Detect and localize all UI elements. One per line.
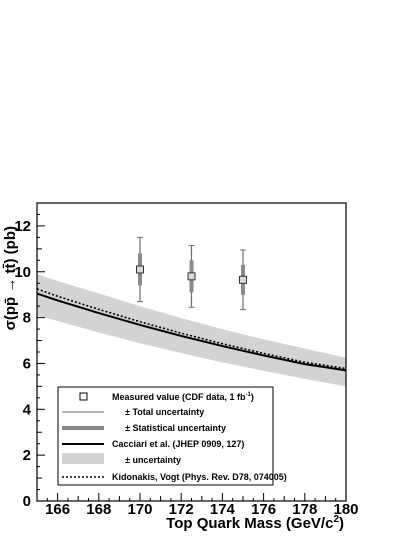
- x-tick-label: 180: [333, 501, 358, 518]
- y-axis-title: σ(pp̄ → tt̄) (pb): [2, 226, 19, 330]
- measured-point-0: [136, 265, 144, 274]
- measured-point-1: [187, 272, 196, 281]
- legend-label-kidonakis: Kidonakis, Vogt (Phys. Rev. D78, 074005): [112, 472, 287, 482]
- y-tick-label: 10: [14, 264, 31, 281]
- x-tick-label: 178: [292, 501, 317, 518]
- x-tick-label: 172: [169, 501, 194, 518]
- y-tick-label: 12: [14, 218, 31, 235]
- legend-label-total-uncertainty: ± Total uncertainty: [125, 407, 204, 417]
- legend-label-stat-uncertainty: ± Statistical uncertainty: [125, 423, 226, 433]
- y-tick-label: 2: [23, 447, 31, 464]
- uncertainty-band: [37, 274, 346, 387]
- legend-box: [57, 386, 274, 486]
- legend: Measured value (CDF data, 1 fb-1) ± Tota…: [57, 386, 287, 486]
- legend-label-cacciari: Cacciari et al. (JHEP 0909, 127): [112, 439, 244, 449]
- legend-swatch-band: [62, 453, 104, 464]
- legend-marker-measured: [79, 392, 88, 401]
- y-tick-label: 4: [23, 401, 32, 418]
- series-line-kidonakis: [37, 288, 346, 370]
- y-tick-label: 0: [23, 493, 31, 510]
- y-tick-label: 6: [23, 355, 31, 372]
- x-tick-label: 168: [86, 501, 111, 518]
- x-tick-label: 176: [251, 501, 276, 518]
- legend-label-band: ± uncertainty: [125, 455, 181, 465]
- x-tick-label: 170: [127, 501, 152, 518]
- y-tick-label: 8: [23, 310, 31, 327]
- measured-point-2: [239, 275, 247, 284]
- series-line-cacciari: [37, 292, 346, 372]
- x-axis-title: Top Quark Mass (GeV/c2): [166, 514, 344, 532]
- x-tick-label: 166: [45, 501, 70, 518]
- legend-label-measured: Measured value (CDF data, 1 fb-1): [112, 392, 254, 402]
- x-tick-label: 174: [210, 501, 236, 518]
